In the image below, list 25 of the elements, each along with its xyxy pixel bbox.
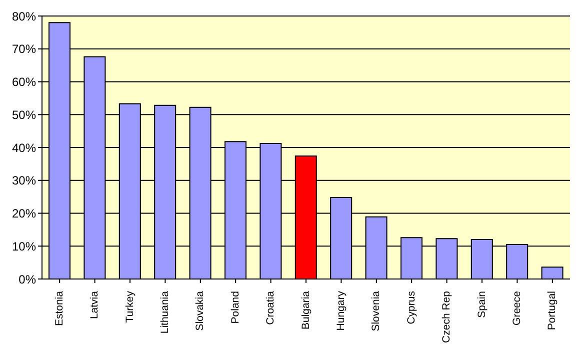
x-tick-label: Bulgaria xyxy=(300,290,312,330)
y-tick-label: 10% xyxy=(12,239,36,254)
y-tick-label: 30% xyxy=(12,174,36,188)
y-tick-label: 80% xyxy=(12,9,36,24)
x-tick-label: Slovakia xyxy=(194,290,206,331)
x-tick-label: Slovenia xyxy=(370,290,382,332)
x-tick-label: Poland xyxy=(229,290,242,324)
y-tick-label: 50% xyxy=(12,108,36,122)
x-tick-label: Hungary xyxy=(334,290,347,331)
x-tick-label: Turkey xyxy=(124,290,136,323)
x-tick-label: Lithuania xyxy=(158,290,171,334)
x-tick-label: Latvia xyxy=(88,290,101,320)
x-tick-label: Croatia xyxy=(264,290,277,325)
x-tick-label: Estonia xyxy=(53,290,66,326)
y-tick-label: 40% xyxy=(12,140,36,155)
x-tick-label: Greece xyxy=(510,290,523,326)
y-tick-label: 20% xyxy=(12,206,36,221)
y-tick-label: 70% xyxy=(12,42,36,56)
y-tick-label: 0% xyxy=(18,272,36,286)
x-tick-label: Portugal xyxy=(546,291,558,330)
bar xyxy=(541,266,564,279)
x-tick-label: Cyprus xyxy=(405,291,418,324)
y-tick-label: 60% xyxy=(12,75,36,90)
x-tick-label: Spain xyxy=(476,290,488,318)
x-tick-label: Czech Rep xyxy=(440,290,453,343)
